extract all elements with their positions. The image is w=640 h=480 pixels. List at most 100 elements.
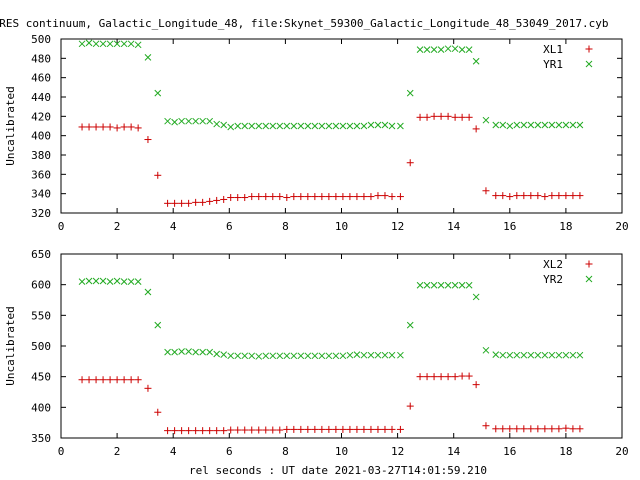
x-tick-label: 0 xyxy=(58,220,65,233)
data-point-yr1 xyxy=(134,41,142,49)
data-point-xl1 xyxy=(367,193,375,201)
data-point-yr1 xyxy=(276,122,284,130)
data-point-yr1 xyxy=(283,122,291,130)
data-point-yr1 xyxy=(92,40,100,48)
plot-frame xyxy=(60,253,623,439)
y-tick-label: 440 xyxy=(31,91,51,104)
x-tick-label: 14 xyxy=(447,445,461,458)
data-point-yr1 xyxy=(297,122,305,130)
data-point-yr2 xyxy=(423,281,431,289)
data-point-xl1 xyxy=(144,136,152,144)
x-tick-label: 12 xyxy=(391,445,404,458)
data-point-yr1 xyxy=(353,122,361,130)
data-point-xl1 xyxy=(520,192,528,200)
data-point-xl1 xyxy=(220,195,228,203)
x-tick-label: 2 xyxy=(114,445,121,458)
data-point-xl2 xyxy=(416,373,424,381)
data-point-xl2 xyxy=(154,408,162,416)
x-tick-label: 8 xyxy=(282,220,289,233)
data-point-xl1 xyxy=(78,123,86,131)
data-point-yr2 xyxy=(353,351,361,358)
data-point-xl1 xyxy=(346,193,354,201)
data-point-xl2 xyxy=(569,425,577,433)
legend-marker-xl2 xyxy=(585,260,593,268)
data-point-xl2 xyxy=(178,427,186,435)
data-point-yr2 xyxy=(346,351,354,359)
data-point-xl1 xyxy=(85,123,93,131)
data-point-yr1 xyxy=(513,121,521,129)
data-point-xl2 xyxy=(220,427,228,435)
data-point-xl1 xyxy=(444,112,452,120)
data-point-yr1 xyxy=(430,46,438,53)
data-point-xl1 xyxy=(113,124,121,132)
data-point-xl1 xyxy=(416,113,424,121)
data-point-xl1 xyxy=(499,192,507,200)
y-tick-label: 500 xyxy=(31,33,51,46)
data-point-yr2 xyxy=(134,278,142,285)
data-point-yr1 xyxy=(360,122,368,130)
data-point-xl2 xyxy=(106,376,114,384)
data-point-xl1 xyxy=(541,193,549,201)
bottom-panel: 0 2 4 6 8 10 12 14 16 18 20 350 400 450 500 550 600 650 Un… xyxy=(4,248,629,458)
data-point-yr2 xyxy=(85,277,93,285)
data-point-yr1 xyxy=(171,118,178,126)
data-point-yr2 xyxy=(92,277,100,285)
data-point-xl1 xyxy=(569,192,577,200)
data-point-xl1 xyxy=(283,194,291,202)
data-point-yr1 xyxy=(437,46,445,53)
data-point-xl2 xyxy=(576,425,584,433)
data-point-yr1 xyxy=(388,122,396,130)
data-point-xl2 xyxy=(562,424,570,432)
x-tick-label: 4 xyxy=(170,220,177,233)
data-point-yr2 xyxy=(325,352,333,360)
data-point-xl1 xyxy=(262,193,270,201)
data-point-yr2 xyxy=(499,351,507,359)
data-point-yr2 xyxy=(164,348,171,356)
data-point-xl2 xyxy=(332,425,340,433)
data-point-xl1 xyxy=(482,187,490,195)
data-point-yr2 xyxy=(269,352,277,360)
data-point-yr2 xyxy=(444,281,452,289)
y-tick-label: 340 xyxy=(31,188,51,201)
data-point-yr1 xyxy=(465,46,473,53)
data-point-yr2 xyxy=(416,281,424,289)
data-point-yr2 xyxy=(192,348,199,356)
data-point-xl1 xyxy=(171,199,179,207)
data-point-xl2 xyxy=(534,425,542,433)
data-point-yr1 xyxy=(248,122,256,130)
data-point-xl2 xyxy=(423,373,431,381)
data-point-yr2 xyxy=(513,351,521,359)
data-point-xl2 xyxy=(113,376,121,384)
x-tick-label: 6 xyxy=(226,445,233,458)
data-point-yr2 xyxy=(290,352,298,360)
y-tick-label: 420 xyxy=(31,110,51,123)
data-point-xl2 xyxy=(262,426,270,434)
data-point-yr1 xyxy=(346,122,354,130)
data-point-xl1 xyxy=(99,123,107,131)
data-point-yr1 xyxy=(262,122,270,130)
y-tick-label: 500 xyxy=(31,340,51,353)
data-point-yr1 xyxy=(318,122,326,130)
data-point-yr2 xyxy=(534,351,542,359)
data-point-yr1 xyxy=(213,120,221,128)
data-point-xl2 xyxy=(144,384,152,392)
data-point-yr2 xyxy=(381,351,389,359)
data-point-yr1 xyxy=(185,117,192,125)
data-point-xl1 xyxy=(381,192,389,200)
data-point-xl2 xyxy=(555,425,563,433)
data-point-yr1 xyxy=(234,122,242,130)
data-point-yr2 xyxy=(548,351,556,359)
data-point-yr1 xyxy=(255,122,263,130)
data-point-xl1 xyxy=(555,192,563,200)
data-point-yr1 xyxy=(499,121,507,129)
data-point-yr1 xyxy=(576,121,584,129)
data-point-yr1 xyxy=(113,40,121,48)
data-point-xl1 xyxy=(423,113,431,121)
data-point-xl1 xyxy=(106,123,114,131)
data-point-xl1 xyxy=(255,193,263,201)
data-point-yr1 xyxy=(178,117,185,125)
data-point-xl1 xyxy=(562,192,570,200)
data-point-yr2 xyxy=(437,281,445,289)
data-point-xl1 xyxy=(269,193,277,201)
data-point-yr2 xyxy=(206,348,214,356)
